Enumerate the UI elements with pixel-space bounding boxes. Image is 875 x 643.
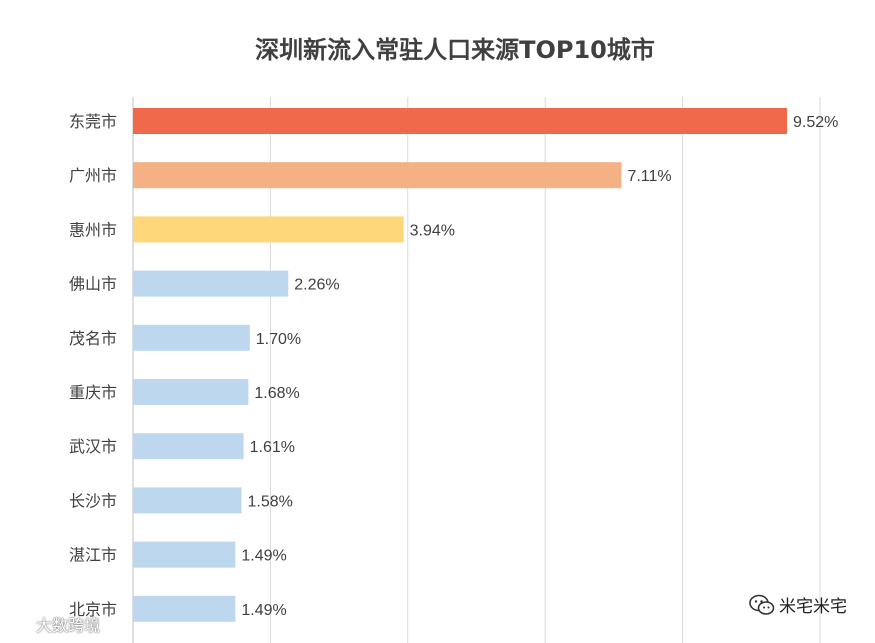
category-label: 北京市	[69, 600, 117, 619]
category-label: 重庆市	[69, 383, 117, 402]
bar-9	[133, 541, 236, 568]
labels: 东莞市 9.52% 广州市 7.11% 惠州市 3.94% 佛山市 2.26% 茂名市 1.70%…	[69, 112, 838, 619]
bar-8	[133, 487, 242, 514]
bar-2	[133, 162, 622, 189]
value-label: 9.52%	[793, 114, 838, 131]
category-label: 湛江市	[69, 546, 117, 565]
category-label: 东莞市	[69, 112, 117, 131]
value-label: 3.94%	[410, 222, 455, 239]
watermark-right: 米宅米宅	[749, 592, 847, 617]
category-label: 佛山市	[69, 275, 117, 294]
category-label: 茂名市	[69, 329, 117, 348]
watermark-right-text: 米宅米宅	[779, 597, 847, 617]
watermark-left: 大数跨境	[4, 612, 100, 636]
watermark-left-text: 大数跨境	[36, 616, 101, 635]
bars	[133, 108, 787, 622]
value-label: 1.49%	[241, 548, 286, 565]
bar-5	[133, 324, 250, 351]
value-label: 1.61%	[250, 439, 295, 456]
category-label: 武汉市	[69, 437, 117, 456]
wechat-icon	[749, 594, 775, 615]
value-label: 1.68%	[254, 385, 299, 402]
bar-6	[133, 379, 249, 405]
category-label: 惠州市	[69, 220, 117, 239]
category-label: 长沙市	[69, 491, 117, 510]
value-label: 7.11%	[627, 168, 671, 185]
bar-7	[133, 433, 244, 460]
bar-4	[133, 270, 289, 297]
value-label: 1.49%	[241, 602, 286, 619]
bar-3	[133, 216, 404, 243]
value-label: 1.70%	[256, 331, 301, 348]
logo-icon	[6, 617, 30, 631]
value-label: 2.26%	[294, 277, 339, 294]
bar-10	[133, 595, 236, 622]
value-label: 1.58%	[248, 493, 293, 510]
category-label: 广州市	[69, 166, 117, 185]
bar-1	[133, 108, 787, 134]
chart-title: 深圳新流入常驻人口来源TOP10城市	[255, 36, 655, 64]
